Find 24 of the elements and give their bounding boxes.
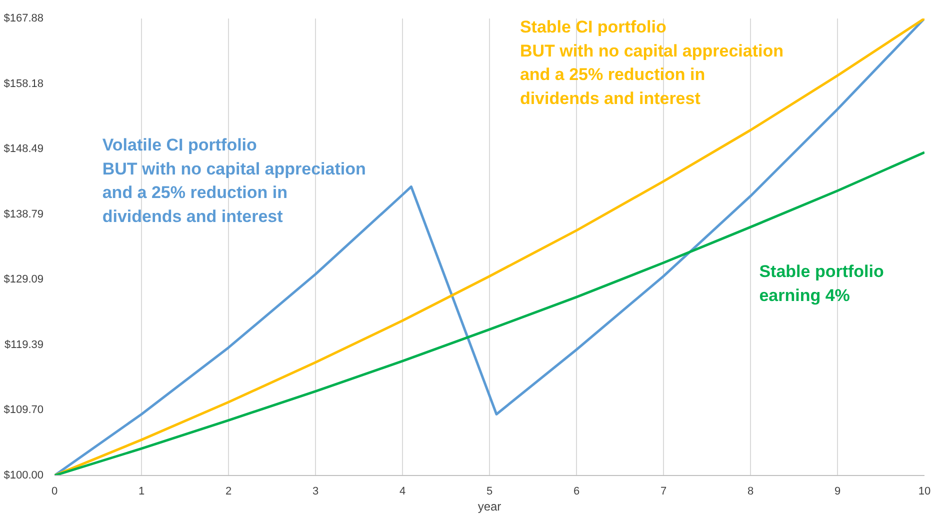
y-tick-label: $119.39 <box>4 338 44 351</box>
x-tick-label: 1 <box>138 486 145 498</box>
x-tick-label: 5 <box>486 486 493 498</box>
x-tick-label: 3 <box>312 486 319 498</box>
x-tick-label: 0 <box>51 486 58 498</box>
y-tick-label: $129.09 <box>4 274 44 286</box>
y-tick-label: $138.79 <box>4 208 44 220</box>
x-axis-title: year <box>478 500 502 514</box>
x-tick-label: 10 <box>918 486 931 498</box>
y-tick-label: $148.49 <box>4 143 44 156</box>
x-tick-label: 9 <box>834 486 841 498</box>
x-tick-label: 2 <box>225 486 232 498</box>
series-label: Stable CI portfolio BUT with no capital appreciation and a 25% reduction in dividends and interest <box>520 18 784 108</box>
y-tick-label: $109.70 <box>4 404 44 416</box>
x-tick-label: 4 <box>399 486 406 498</box>
series-label: Volatile CI portfolio BUT with no capital appreciation and a 25% reduction in dividends and interest <box>102 136 366 226</box>
y-tick-label: $100.00 <box>4 470 44 482</box>
x-tick-label: 7 <box>660 486 667 498</box>
x-tick-label: 6 <box>573 486 580 498</box>
x-tick-label: 8 <box>747 486 754 498</box>
y-tick-label: $158.18 <box>4 78 44 90</box>
text: Stable portfolio earning 4% <box>759 262 884 305</box>
line-series <box>54 18 924 476</box>
y-tick-label: $167.88 <box>4 12 44 24</box>
